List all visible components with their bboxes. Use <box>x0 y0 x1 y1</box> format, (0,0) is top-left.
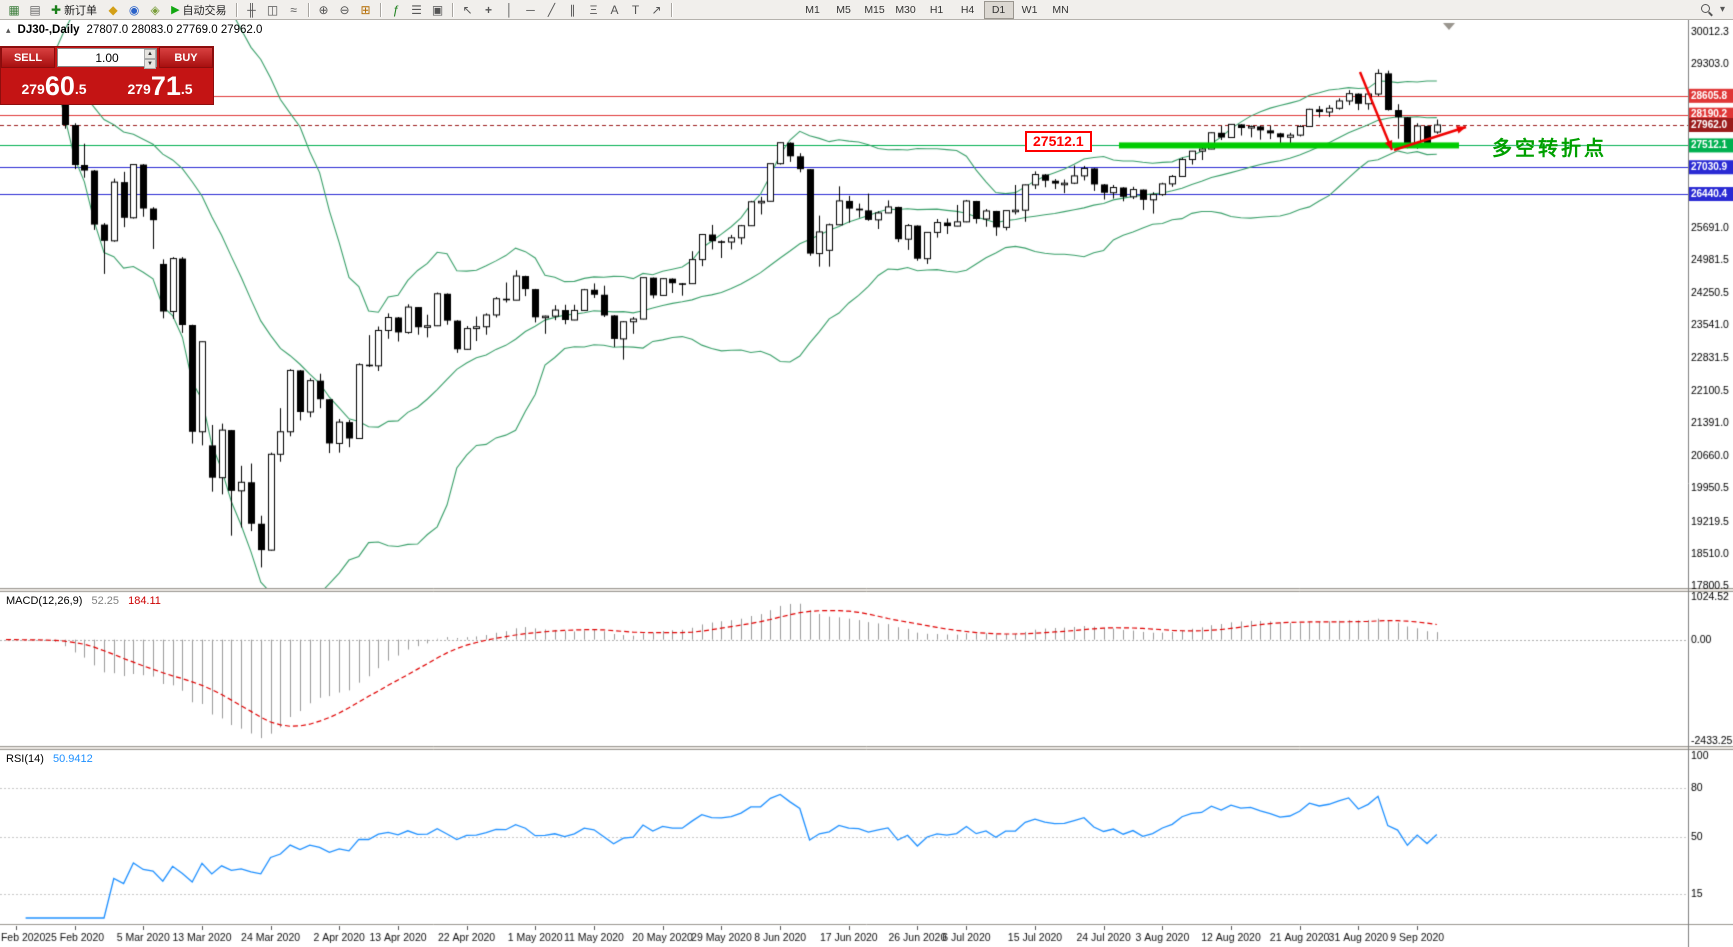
buy-price-prefix: 279 <box>127 81 151 97</box>
marketwatch-icon[interactable]: ◆ <box>108 2 118 17</box>
tf-m1-button[interactable]: M1 <box>805 3 820 16</box>
data-window-icon[interactable]: ◉ <box>128 2 140 17</box>
toolbar-right-group: ▾ <box>1700 3 1729 17</box>
horizontal-line-icon[interactable]: ─ <box>526 2 535 17</box>
tf-mn-button[interactable]: MN <box>1052 3 1069 16</box>
new-order-button[interactable]: ✚ 新订单 <box>46 1 102 18</box>
channel-icon[interactable]: ∥ <box>569 2 576 17</box>
one-click-trading-panel: SELL 1.00 ▲ ▼ BUY 279 60 .5 279 71 .5 <box>0 46 214 105</box>
sell-price-big-digits: 60 <box>44 70 75 101</box>
periods-icon[interactable]: ☰ <box>411 2 422 17</box>
tf-m15-button[interactable]: M15 <box>864 3 885 16</box>
autotrading-button[interactable]: ▶ 自动交易 <box>166 1 231 18</box>
buy-price[interactable]: 279 71 .5 <box>107 68 213 104</box>
trade-panel-prices: 279 60 .5 279 71 .5 <box>1 68 213 104</box>
crosshair-icon[interactable]: + <box>485 2 493 17</box>
new-order-label: 新订单 <box>64 4 98 17</box>
rsi-label: RSI(14) 50.9412 <box>6 753 93 765</box>
zoom-in-icon[interactable]: ⊕ <box>318 2 329 17</box>
zoom-out-icon[interactable]: ⊖ <box>339 2 350 17</box>
macd-signal-value: 184.11 <box>128 595 161 607</box>
rsi-value: 50.9412 <box>52 753 93 765</box>
text-icon[interactable]: A <box>610 2 619 17</box>
volume-spinner: ▲ ▼ <box>144 49 156 69</box>
new-order-icon: ✚ <box>51 2 62 17</box>
tile-windows-icon[interactable]: ⊞ <box>360 2 371 17</box>
toolbar-separator <box>235 2 238 17</box>
toolbar-separator <box>670 2 673 17</box>
macd-label: MACD(12,26,9) 52.25 184.11 <box>6 595 161 607</box>
toolbar: ▦ ▤ ✚ 新订单 ◆ ◉ ◈ ▶ 自动交易 ╫ ◫ ≈ ⊕ ⊖ ⊞ ƒ ☰ ▣… <box>0 0 1733 20</box>
vertical-line-icon[interactable]: │ <box>505 2 514 17</box>
macd-main-value: 52.25 <box>91 595 120 607</box>
autotrading-play-icon: ▶ <box>171 4 180 16</box>
buy-price-fraction: .5 <box>180 81 193 97</box>
turning-point-annotation[interactable]: 多空转折点 <box>1492 138 1607 160</box>
cursor-icon[interactable]: ↖ <box>462 2 473 17</box>
candles-mode-icon[interactable]: ◫ <box>266 2 279 17</box>
navigator-icon[interactable]: ◈ <box>150 2 160 17</box>
tf-m30-button[interactable]: M30 <box>895 3 916 16</box>
label-icon[interactable]: T <box>631 2 640 17</box>
rsi-name: RSI(14) <box>6 753 44 765</box>
toolbar-separator <box>451 2 454 17</box>
volume-down-icon[interactable]: ▼ <box>144 59 156 69</box>
toolbar-separator <box>307 2 310 17</box>
chart-symbol-title: DJ30-,Daily <box>17 24 80 36</box>
fibonacci-icon[interactable]: Ξ <box>589 2 598 17</box>
toolbar-separator <box>379 2 382 17</box>
tf-w1-button[interactable]: W1 <box>1021 3 1038 16</box>
trade-panel-controls: SELL 1.00 ▲ ▼ BUY <box>1 47 213 69</box>
volume-up-icon[interactable]: ▲ <box>144 49 156 59</box>
volume-value: 1.00 <box>95 50 119 65</box>
profiles-icon[interactable]: ▤ <box>29 2 41 17</box>
volume-field[interactable]: 1.00 ▲ ▼ <box>57 48 157 69</box>
autotrading-label: 自动交易 <box>182 4 227 17</box>
support-price-label[interactable]: 27512.1 <box>1025 131 1092 152</box>
new-chart-icon[interactable]: ▦ <box>8 2 20 17</box>
templates-icon[interactable]: ▣ <box>431 2 444 17</box>
bars-mode-icon[interactable]: ╫ <box>247 2 256 17</box>
sell-button[interactable]: SELL <box>1 47 55 68</box>
buy-button[interactable]: BUY <box>159 47 213 68</box>
chart-header: ▴ DJ30-,Daily 27807.0 28083.0 27769.0 27… <box>6 24 262 36</box>
trendline-icon[interactable]: ╱ <box>547 2 556 17</box>
sell-price[interactable]: 279 60 .5 <box>1 68 107 104</box>
tf-h4-button[interactable]: H4 <box>960 3 975 16</box>
indicators-icon[interactable]: ƒ <box>392 2 399 17</box>
chart-ohlc-values: 27807.0 28083.0 27769.0 27962.0 <box>86 24 263 36</box>
macd-name: MACD(12,26,9) <box>6 595 83 607</box>
tf-d1-button[interactable]: D1 <box>983 0 1014 19</box>
quick-nav-icon[interactable]: ▾ <box>1719 4 1725 15</box>
line-mode-icon[interactable]: ≈ <box>290 2 297 17</box>
sell-price-fraction: .5 <box>74 81 87 97</box>
tf-h1-button[interactable]: H1 <box>929 3 944 16</box>
sell-price-prefix: 279 <box>21 81 45 97</box>
buy-price-big-digits: 71 <box>150 70 181 101</box>
search-icon[interactable] <box>1700 3 1714 17</box>
arrows-tool-icon[interactable]: ↗ <box>651 2 662 17</box>
chart-symbol-icon: ▴ <box>6 24 11 35</box>
tf-m5-button[interactable]: M5 <box>836 3 851 16</box>
